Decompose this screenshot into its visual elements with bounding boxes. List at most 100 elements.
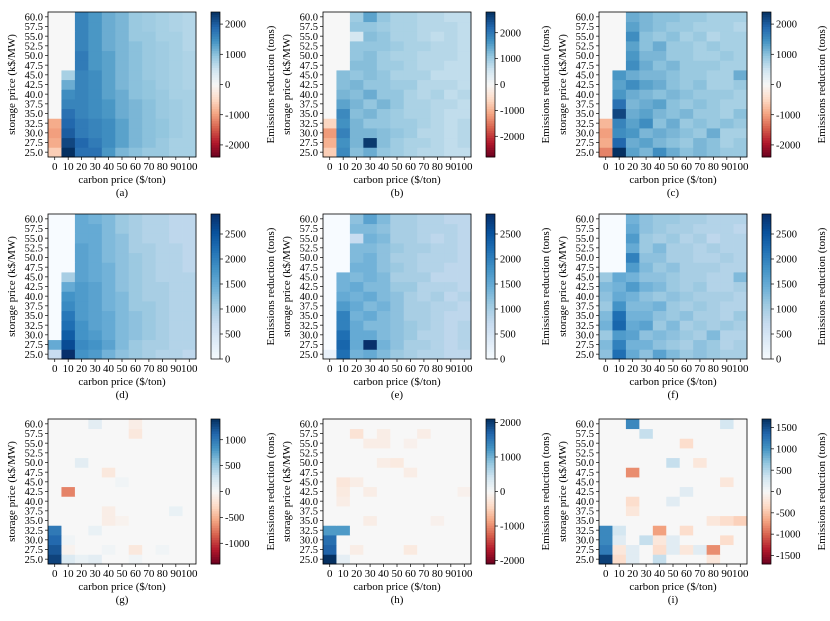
heatmap-cell	[639, 486, 654, 497]
heatmap-cell	[612, 99, 627, 110]
heatmap-cell	[652, 243, 667, 254]
heatmap-cell	[48, 272, 62, 283]
colorbar-segment	[762, 518, 771, 521]
heatmap-cell	[349, 137, 364, 148]
colorbar-segment	[762, 303, 771, 307]
heatmap-cell	[599, 262, 613, 273]
heatmap-cell	[693, 477, 708, 488]
colorbar-segment	[762, 221, 771, 225]
heatmap-cell	[169, 214, 183, 225]
heatmap-cell	[652, 118, 667, 129]
heatmap-cell	[733, 496, 748, 507]
heatmap-cell	[363, 281, 378, 292]
heatmap-cell	[733, 554, 748, 565]
colorbar-tick-label: 2500	[225, 230, 246, 241]
colorbar-segment	[211, 279, 220, 283]
heatmap-cell	[652, 281, 667, 292]
heatmap-cell	[666, 457, 681, 468]
heatmap-cell	[639, 281, 654, 292]
colorbar-segment	[486, 45, 495, 49]
heatmap-cell	[679, 243, 694, 254]
heatmap-cell	[363, 233, 378, 244]
heatmap-cell	[363, 525, 378, 536]
y-tick-label: 55.0	[25, 439, 43, 450]
heatmap-cell	[376, 12, 391, 23]
colorbar-segment	[762, 423, 771, 427]
heatmap-cell	[625, 349, 640, 360]
heatmap-cell	[652, 291, 667, 302]
heatmap-cell	[155, 243, 170, 254]
x-tick-label: 20	[351, 161, 363, 173]
colorbar-segment	[762, 50, 771, 54]
heatmap-cell	[349, 477, 364, 488]
colorbar-segment	[486, 428, 495, 432]
heatmap-cell	[666, 243, 681, 254]
colorbar-segment	[211, 484, 220, 488]
heatmap-cell	[417, 486, 432, 497]
colorbar-segment	[211, 262, 220, 266]
heatmap-cell	[599, 79, 613, 90]
heatmap-cell	[390, 70, 405, 81]
x-tick-label: 100	[456, 363, 473, 375]
x-tick-label: 50	[392, 161, 404, 173]
colorbar-segment	[211, 62, 220, 66]
heatmap-cell	[666, 233, 681, 244]
colorbar-segment	[211, 226, 220, 229]
y-tick-label: 40.0	[25, 90, 43, 101]
x-tick-label: 80	[708, 161, 720, 173]
heatmap-cell	[639, 320, 654, 331]
heatmap-cell	[336, 467, 351, 478]
colorbar-segment	[486, 474, 495, 478]
colorbar-segment	[486, 106, 495, 110]
heatmap-cell	[430, 330, 445, 341]
x-tick-label: 40	[378, 568, 390, 580]
heatmap-cell	[612, 486, 627, 497]
heatmap-cell	[612, 448, 627, 459]
y-tick-label: 27.5	[576, 545, 594, 556]
heatmap-cell	[444, 544, 458, 555]
colorbar-segment	[762, 33, 771, 37]
heatmap-cell	[88, 330, 103, 341]
colorbar-segment	[762, 57, 771, 61]
heatmap-cell	[679, 223, 694, 234]
heatmap-cell	[417, 21, 432, 32]
heatmap-cell	[625, 89, 640, 100]
heatmap-cell	[128, 41, 143, 52]
heatmap-cell	[128, 496, 143, 507]
colorbar-label: Emissions reduction (tons)	[540, 432, 552, 550]
colorbar-segment	[762, 313, 771, 316]
heatmap-cell	[336, 448, 351, 459]
heatmap-cell	[390, 99, 405, 110]
colorbar-segment	[211, 313, 220, 316]
heatmap-cell	[720, 320, 734, 331]
y-tick-label: 42.5	[576, 487, 594, 498]
heatmap-cell	[101, 428, 116, 439]
heatmap-cell	[182, 320, 197, 331]
heatmap-cell	[363, 330, 378, 341]
heatmap-cell	[74, 281, 89, 292]
heatmap-cell	[457, 419, 472, 430]
colorbar-segment	[486, 549, 495, 553]
colorbar-segment	[486, 264, 495, 268]
heatmap-cell	[74, 428, 89, 439]
heatmap-cell	[128, 506, 143, 517]
heatmap-cell	[417, 233, 432, 244]
heatmap-cell	[376, 467, 391, 478]
heatmap-cell	[169, 496, 183, 507]
y-tick-label: 60.0	[576, 214, 594, 225]
y-tick-label: 40.0	[300, 292, 318, 303]
heatmap-cell	[403, 506, 418, 517]
y-tick-label: 35.0	[576, 311, 594, 322]
heatmap-cell	[390, 21, 405, 32]
colorbar-segment	[211, 230, 220, 234]
heatmap-cell	[363, 147, 378, 158]
heatmap-cell	[88, 243, 103, 254]
y-tick-label: 47.5	[576, 263, 594, 274]
heatmap-cell	[142, 118, 157, 129]
heatmap-cell	[652, 99, 667, 110]
colorbar-segment	[762, 89, 771, 93]
x-tick-label: 50	[668, 161, 680, 173]
heatmap-cell	[336, 515, 351, 526]
x-tick-label: 60	[130, 568, 142, 580]
heatmap-cell	[599, 31, 613, 42]
